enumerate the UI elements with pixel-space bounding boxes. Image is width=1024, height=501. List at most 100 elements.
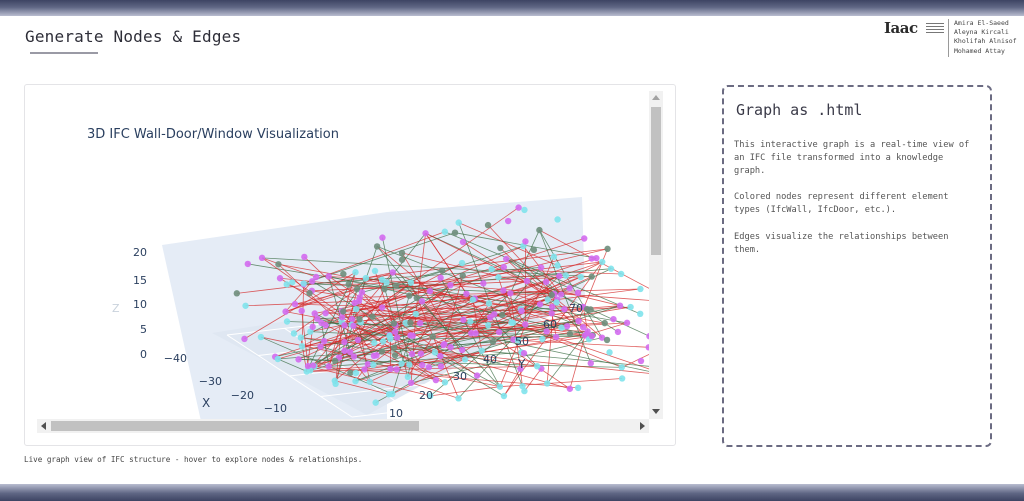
graph-node (390, 320, 398, 327)
graph-node (459, 272, 466, 279)
graph-node (341, 347, 348, 355)
graph-node (371, 339, 378, 347)
scroll-down-icon[interactable] (652, 409, 660, 414)
graph-edge (306, 359, 466, 372)
scroll-right-icon[interactable] (640, 422, 645, 430)
graph-node (387, 335, 394, 342)
y-tick-label: 50 (515, 335, 529, 348)
graph-node (398, 360, 405, 367)
x-tick-label: −40 (164, 352, 187, 365)
graph-node (485, 300, 493, 307)
graph-edge (539, 229, 649, 289)
graph-node (603, 336, 611, 344)
graph-node (543, 380, 551, 387)
scroll-left-icon[interactable] (41, 422, 46, 430)
graph-node (480, 280, 487, 287)
z-tick-label: 0 (140, 348, 147, 361)
top-band (0, 0, 1024, 16)
graph-node (290, 330, 298, 337)
graph-node (369, 313, 376, 320)
graph-edge (328, 352, 522, 367)
graph-node (431, 349, 439, 356)
graph-node (517, 365, 524, 373)
graph-node (555, 272, 563, 280)
graph-node (447, 343, 454, 351)
graph-node (637, 310, 644, 318)
grid-line (351, 382, 649, 418)
graph-node (283, 318, 291, 325)
graph-node (422, 230, 429, 237)
x-tick-label: 0 (312, 417, 319, 419)
author-list: Amira El-Saeed Aleyna Kircali Kholifah A… (954, 19, 1017, 56)
graph-edge (510, 229, 540, 294)
graph-node (574, 289, 582, 297)
graph-node (491, 311, 498, 318)
graph-node (352, 369, 360, 377)
graph-node (601, 319, 608, 327)
graph-node (515, 204, 522, 211)
graph-node (587, 306, 594, 313)
graph-node (233, 290, 241, 297)
graph-edge (310, 298, 475, 333)
graph-node (593, 254, 600, 262)
vertical-scroll-thumb[interactable] (651, 107, 661, 255)
graph-edge (511, 322, 649, 370)
graph-node (451, 229, 459, 236)
graph-3d-plot[interactable]: 20 15 10 5 0 Z −40 −30 −20 −10 0 X 10 20… (37, 97, 649, 419)
graph-edge (311, 280, 505, 397)
graph-node (637, 285, 644, 293)
graph-node (406, 361, 413, 368)
graph-node (598, 334, 606, 341)
graph-node (521, 387, 528, 395)
graph-node (504, 217, 512, 225)
graph-edge (392, 272, 501, 387)
graph-node (274, 355, 282, 363)
graph-node (426, 287, 434, 295)
y-tick-label: 40 (483, 353, 497, 366)
graph-node (618, 364, 625, 371)
graph-edge (245, 300, 359, 307)
graph-title: 3D IFC Wall-Door/Window Visualization (87, 127, 339, 142)
graph-node (500, 392, 508, 400)
graph-viewport[interactable]: 20 15 10 5 0 Z −40 −30 −20 −10 0 X 10 20… (37, 97, 649, 419)
horizontal-scroll-thumb[interactable] (51, 421, 419, 431)
graph-node (536, 301, 544, 308)
graph-node (550, 253, 558, 260)
graph-node (610, 315, 617, 323)
graph-node (463, 290, 470, 298)
graph-edge (306, 365, 538, 372)
graph-node (325, 363, 332, 370)
graph-node (298, 343, 306, 350)
graph-node (604, 245, 611, 253)
graph-node (437, 363, 445, 370)
graph-edge (539, 229, 592, 364)
graph-node (416, 319, 424, 327)
graph-node (646, 333, 649, 340)
horizontal-scrollbar[interactable] (37, 419, 649, 433)
graph-node (418, 298, 426, 305)
graph-edge (443, 275, 464, 345)
graph-node (413, 294, 420, 302)
graph-node (379, 234, 386, 241)
graph-node (283, 281, 290, 288)
graph-node (257, 333, 265, 341)
graph-node (437, 352, 444, 360)
graph-node (350, 322, 357, 330)
info-paragraph: Edges visualize the relationships betwee… (734, 232, 949, 255)
graph-node (488, 265, 495, 273)
graph-edge (411, 382, 459, 399)
graph-node (519, 382, 526, 390)
graph-node (325, 273, 332, 280)
graph-edge (328, 276, 478, 376)
z-tick-label: 20 (133, 246, 147, 259)
graph-node (282, 308, 289, 315)
graph-node (575, 317, 582, 325)
vertical-scrollbar[interactable] (649, 91, 663, 419)
graph-caption: Live graph view of IFC structure - hover… (24, 455, 363, 464)
graph-node (417, 350, 425, 357)
author-name: Amira El-Saeed (954, 19, 1009, 27)
graph-node (379, 338, 387, 345)
scroll-up-icon[interactable] (652, 95, 660, 100)
graph-node (297, 334, 305, 341)
graph-node (499, 311, 506, 319)
